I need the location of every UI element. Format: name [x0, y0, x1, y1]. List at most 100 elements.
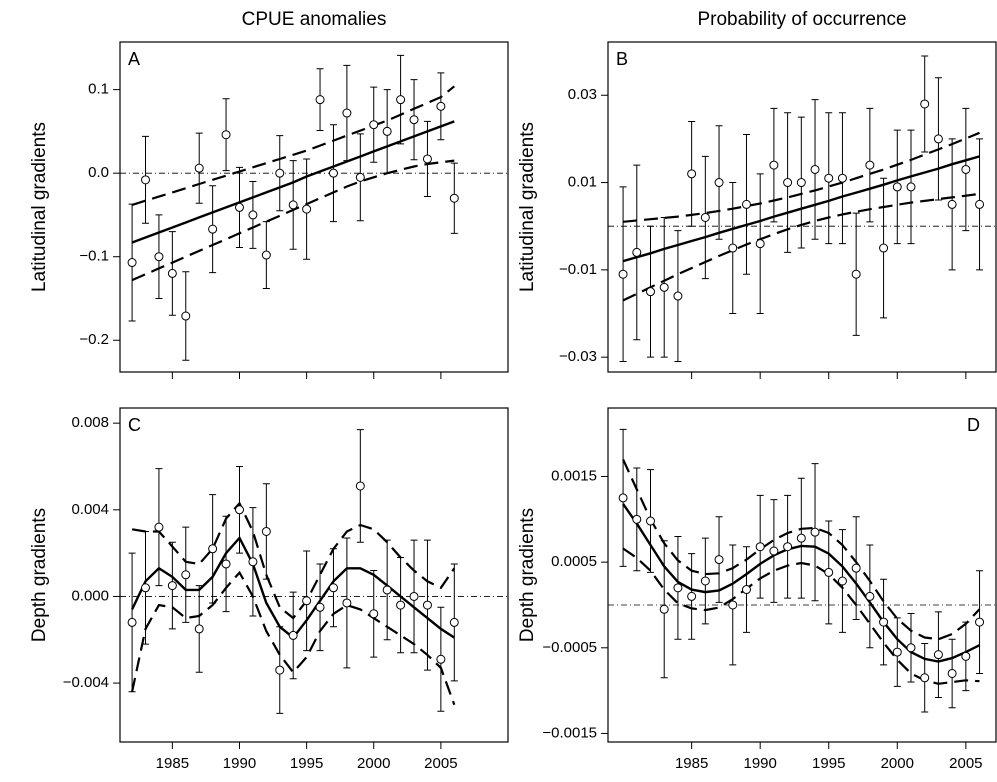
data-point — [369, 120, 379, 130]
data-point — [865, 160, 875, 170]
y-tick-label: −0.01 — [559, 261, 597, 278]
y-tick-label: 0.01 — [568, 174, 597, 191]
data-point — [700, 212, 710, 222]
data-point — [369, 609, 379, 619]
data-point — [947, 668, 957, 678]
y-tick-label: −0.2 — [79, 331, 109, 348]
x-tick-label: 1985 — [156, 755, 189, 772]
data-point — [288, 200, 298, 210]
data-point — [796, 178, 806, 188]
data-point — [920, 99, 930, 109]
data-point — [248, 557, 258, 567]
data-point — [167, 268, 177, 278]
data-point — [659, 282, 669, 292]
data-point — [687, 591, 697, 601]
data-point — [221, 130, 231, 140]
panel-letter: A — [128, 49, 140, 69]
y-tick-label: 0.0 — [88, 164, 109, 181]
data-point — [167, 581, 177, 591]
data-point — [342, 598, 352, 608]
data-point — [769, 546, 779, 556]
data-point — [865, 591, 875, 601]
x-tick-label: 2000 — [357, 755, 390, 772]
data-point — [728, 600, 738, 610]
data-point — [947, 199, 957, 209]
data-point — [422, 600, 432, 610]
y-tick-label: −0.1 — [79, 248, 109, 265]
y-axis-label: Latitudinal gradients — [517, 122, 538, 292]
data-point — [906, 182, 916, 192]
y-tick-label: 0.000 — [71, 587, 109, 604]
panel-letter: B — [616, 49, 628, 69]
data-point — [796, 533, 806, 543]
data-point — [618, 493, 628, 503]
data-point — [851, 563, 861, 573]
data-point — [181, 311, 191, 321]
data-point — [141, 583, 151, 593]
data-point — [409, 115, 419, 125]
data-point — [906, 643, 916, 653]
y-tick-label: 0.0005 — [551, 553, 597, 570]
data-point — [714, 555, 724, 565]
data-point — [396, 95, 406, 105]
data-point — [355, 172, 365, 182]
data-point — [700, 576, 710, 586]
data-point — [194, 624, 204, 634]
data-point — [208, 544, 218, 554]
data-point — [714, 178, 724, 188]
data-point — [741, 585, 751, 595]
panel-title: Probability of occurrence — [697, 9, 906, 30]
y-axis-label: Depth gradients — [517, 508, 538, 642]
data-point — [755, 239, 765, 249]
data-point — [422, 154, 432, 164]
data-point — [769, 160, 779, 170]
data-point — [154, 522, 164, 532]
data-point — [141, 175, 151, 185]
data-point — [382, 126, 392, 136]
data-point — [892, 647, 902, 657]
data-point — [302, 596, 312, 606]
data-point — [646, 287, 656, 297]
data-point — [933, 134, 943, 144]
data-point — [687, 169, 697, 179]
data-point — [208, 224, 218, 234]
data-point — [632, 514, 642, 524]
data-point — [783, 542, 793, 552]
data-point — [755, 542, 765, 552]
data-point — [632, 247, 642, 257]
data-point — [961, 651, 971, 661]
data-point — [783, 178, 793, 188]
x-tick-label: 2005 — [949, 755, 982, 772]
data-point — [382, 585, 392, 595]
data-point — [810, 527, 820, 537]
data-point — [741, 199, 751, 209]
y-tick-label: −0.0015 — [542, 724, 597, 741]
data-point — [288, 630, 298, 640]
data-point — [673, 291, 683, 301]
data-point — [879, 617, 889, 627]
plot-frame — [607, 41, 997, 373]
y-tick-label: 0.0015 — [551, 467, 597, 484]
plot-frame — [119, 41, 509, 373]
data-point — [824, 173, 834, 183]
x-tick-label: 2000 — [881, 755, 914, 772]
data-point — [328, 583, 338, 593]
data-point — [975, 199, 985, 209]
data-point — [851, 269, 861, 279]
x-tick-label: 1990 — [743, 755, 776, 772]
data-point — [342, 108, 352, 118]
data-point — [221, 559, 231, 569]
data-point — [436, 101, 446, 111]
x-tick-label: 1990 — [223, 755, 256, 772]
data-point — [892, 182, 902, 192]
data-point — [436, 654, 446, 664]
x-tick-label: 1995 — [812, 755, 845, 772]
data-point — [275, 665, 285, 675]
data-point — [961, 164, 971, 174]
data-point — [810, 164, 820, 174]
data-point — [328, 168, 338, 178]
data-point — [302, 204, 312, 214]
data-point — [355, 481, 365, 491]
y-tick-label: 0.008 — [71, 414, 109, 431]
